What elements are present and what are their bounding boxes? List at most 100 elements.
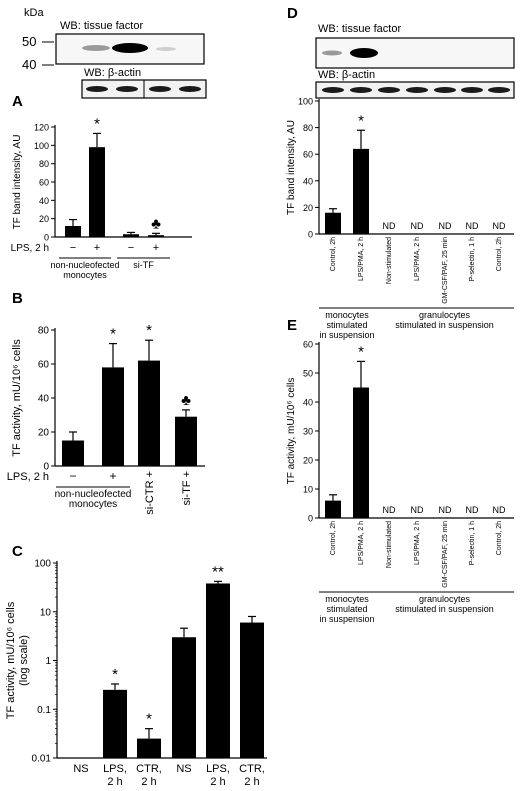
y-axis-label: TF activity, mU/10⁶ cells [5, 601, 17, 719]
y-axis-label: TF band intensity, AU [12, 135, 23, 230]
blot-a-actin-label: WB: β-actin [84, 67, 141, 79]
significance-marker: * [146, 322, 152, 339]
group-label: si-TF [133, 260, 154, 270]
category-label: LPS/PMA, 2 h [358, 237, 365, 281]
category-label: LPS/PMA, 2 h [414, 237, 421, 281]
category-label: GM-CSF/PAF, 25 min [442, 521, 449, 588]
row-label: LPS, 2 h [11, 243, 49, 254]
blot-d-tf-band-faint [322, 50, 342, 56]
category-label: si-TF + [181, 471, 193, 506]
category-label: − [69, 469, 76, 483]
category-label: LPS/PMA, 2 h [358, 521, 365, 565]
blot-d-tf-band-strong [350, 48, 378, 58]
y-tick-label: 80 [303, 123, 313, 133]
western-blot-d: WB: tissue factor WB: β-actin [315, 23, 515, 99]
category-label: + [109, 469, 116, 483]
y-tick-label: 60 [303, 150, 313, 160]
bar [240, 622, 264, 758]
blot-a-actin-band-3 [149, 86, 171, 92]
nd-label: ND [439, 221, 452, 231]
group-label: granulocytes [419, 594, 471, 604]
blot-a-actin-band-4 [179, 86, 201, 92]
chart-c: 0.01 0.1 1 10 100 TF activity, mU/10⁶ cells (l… [5, 559, 267, 788]
blot-a-tf-label: WB: tissue factor [60, 20, 143, 32]
nd-label: ND [411, 221, 424, 231]
significance-marker: * [110, 326, 116, 343]
y-tick-label: 80 [38, 326, 50, 337]
significance-marker: * [146, 711, 152, 728]
bar [353, 148, 369, 234]
blot-d-tf-label: WB: tissue factor [318, 23, 401, 35]
nd-label: ND [411, 505, 424, 515]
group-label: non-nucleofected [50, 260, 119, 270]
category-label: P-selectin, 1 h [469, 237, 476, 281]
y-tick-label: 20 [303, 203, 313, 213]
blot-a-tf-band-trace [156, 47, 176, 51]
blot-a-tf-band-strong [112, 43, 148, 53]
y-tick-label: 20 [38, 428, 50, 439]
group-label: in suspension [319, 614, 374, 624]
category-label: CTR, [239, 763, 265, 775]
category-label: Non-stimulated [386, 521, 393, 568]
y-tick-label: 0.1 [37, 705, 51, 716]
significance-marker: ** [212, 563, 224, 580]
y-tick-label: 40 [303, 176, 313, 186]
blot-d-actin-label: WB: β-actin [318, 69, 375, 81]
blot-d-actin-band-3 [378, 87, 400, 93]
y-tick-label: 40 [303, 398, 313, 408]
significance-marker: * [94, 115, 100, 132]
blot-d-actin-band-4 [406, 87, 428, 93]
category-label: 2 h [244, 776, 259, 788]
category-label: 2 h [141, 776, 156, 788]
group-label: monocytes [325, 594, 369, 604]
chart-e: 0 10 20 30 40 50 60 TF activity, mU/10⁶ cells Co… [286, 340, 514, 624]
bar [325, 500, 341, 518]
panel-label-e: E [287, 317, 297, 334]
y-tick-label: 40 [39, 196, 49, 206]
bar [353, 387, 369, 518]
category-label: − [128, 242, 134, 254]
y-tick-label: 50 [303, 369, 313, 379]
panel-label-d: D [287, 5, 298, 22]
y-tick-label: 1 [45, 656, 51, 667]
bar [138, 360, 160, 466]
blot-a-kda-label: kDa [24, 7, 44, 19]
nd-label: ND [493, 505, 506, 515]
bar [62, 440, 84, 466]
group-label: stimulated [326, 604, 367, 614]
category-label: 2 h [210, 776, 225, 788]
category-label: LPS, [206, 763, 230, 775]
bar [148, 235, 164, 237]
category-label: + [94, 242, 100, 254]
y-tick-label: 0 [308, 230, 313, 240]
row-label: LPS, 2 h [7, 471, 49, 483]
y-tick-label: 10 [40, 607, 52, 618]
category-label: Control, 2h [330, 521, 337, 555]
nd-label: ND [466, 505, 479, 515]
group-label: stimulated in suspension [395, 320, 494, 330]
y-tick-label: 120 [34, 123, 49, 133]
category-label: Control, 2h [496, 237, 503, 271]
nd-label: ND [383, 221, 396, 231]
significance-marker: * [112, 666, 118, 683]
category-label: + [153, 242, 159, 254]
category-label: − [70, 242, 76, 254]
y-tick-label: 100 [34, 559, 51, 570]
nd-label: ND [466, 221, 479, 231]
panel-label-b: B [12, 290, 23, 307]
category-label: 2 h [107, 776, 122, 788]
bar [137, 738, 161, 758]
chart-b: 0 20 40 60 80 TF activity, mU/10⁶ cells − * + * si… [7, 322, 205, 515]
y-tick-label: 80 [39, 159, 49, 169]
blot-d-tf-strip [315, 37, 515, 69]
group-label: granulocytes [419, 310, 471, 320]
blot-d-actin-band-1 [322, 87, 344, 93]
category-label: LPS, [103, 763, 127, 775]
blot-d-actin-band-7 [488, 87, 510, 93]
y-axis-label: (log scale) [18, 635, 30, 686]
significance-marker: * [358, 112, 364, 129]
blot-a-tf-band-faint [82, 45, 110, 51]
nd-label: ND [493, 221, 506, 231]
significance-marker: ♣ [151, 215, 161, 232]
